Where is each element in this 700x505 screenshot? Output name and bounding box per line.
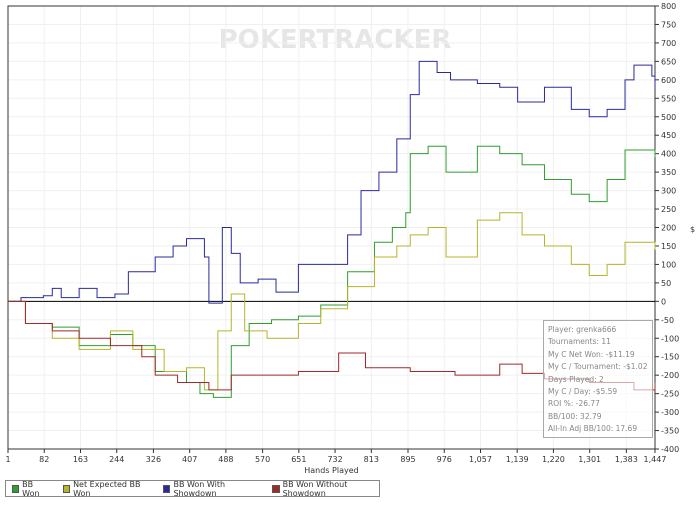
stat-line: BB/100: 32.79 xyxy=(548,411,602,421)
legend-label: Net Expected BB Won xyxy=(73,479,141,498)
y-tick-label: 550 xyxy=(661,94,676,103)
y-tick-label: 650 xyxy=(661,57,676,66)
x-tick-label: 1,057 xyxy=(469,455,492,464)
x-tick-label: 1,301 xyxy=(578,455,601,464)
legend-swatch xyxy=(12,484,20,493)
x-tick-label: 1 xyxy=(5,455,10,464)
x-tick-label: 326 xyxy=(146,455,161,464)
y-tick-label: 200 xyxy=(661,224,676,233)
legend-item: Net Expected BB Won xyxy=(62,479,149,498)
legend-label: BB Won Without Showdown xyxy=(282,479,348,498)
series-line-bb-won-with-showdown xyxy=(8,60,656,304)
y-tick-label: 800 xyxy=(661,2,676,11)
x-tick-label: 488 xyxy=(218,455,233,464)
y-tick-label: 100 xyxy=(661,260,676,269)
y-tick-label: -400 xyxy=(661,445,679,454)
y-tick-label: -350 xyxy=(661,427,679,436)
x-tick-label: 82 xyxy=(39,455,49,464)
legend-swatch xyxy=(163,484,171,493)
x-tick-label: 651 xyxy=(291,455,306,464)
x-tick-label: 1,447 xyxy=(644,455,667,464)
legend-label: BB Won xyxy=(22,479,40,498)
y-tick-label: 150 xyxy=(661,242,676,251)
x-tick-label: 570 xyxy=(255,455,270,464)
legend-label: BB Won With Showdown xyxy=(173,479,226,498)
x-tick-label: 244 xyxy=(109,455,124,464)
y-tick-label: -150 xyxy=(661,353,679,362)
x-tick-label: 1,383 xyxy=(615,455,638,464)
y-tick-label: -250 xyxy=(661,390,679,399)
x-tick-label: 1,220 xyxy=(542,455,565,464)
y-tick-label: 700 xyxy=(661,39,676,48)
y-tick-label: 50 xyxy=(661,279,671,288)
stat-line: My C / Day: -$5.59 xyxy=(548,387,618,397)
stats-box: Player: grenka666 Tournaments: 11 My C Net… xyxy=(543,320,653,438)
y-tick-label: -50 xyxy=(661,316,674,325)
stat-line: My C / Tournament: -$1.02 xyxy=(548,362,648,372)
series-line-net-expected-bb-won xyxy=(8,212,656,391)
legend-swatch xyxy=(272,484,280,493)
y-tick-label: 0 xyxy=(661,297,666,306)
legend-item: BB Won Without Showdown xyxy=(272,480,379,498)
y-axis-label: $ xyxy=(690,225,695,234)
y-tick-label: 300 xyxy=(661,187,676,196)
stat-line: Player: grenka666 xyxy=(548,325,617,334)
x-axis-label: Hands Played xyxy=(304,466,358,475)
y-tick-label: 600 xyxy=(661,76,676,85)
y-tick-label: 250 xyxy=(661,205,676,214)
y-tick-label: -300 xyxy=(661,408,679,417)
x-tick-label: 813 xyxy=(364,455,379,464)
y-tick-label: 450 xyxy=(661,131,676,140)
y-tick-label: 350 xyxy=(661,168,676,177)
stat-line: Tournaments: 11 xyxy=(548,337,611,347)
legend-swatch xyxy=(62,484,71,493)
x-tick-label: 895 xyxy=(400,455,415,464)
y-tick-label: 750 xyxy=(661,20,676,29)
legend-item: BB Won xyxy=(12,480,49,498)
stat-line: All-In Adj BB/100: 17.69 xyxy=(548,424,638,434)
y-tick-label: 400 xyxy=(661,150,676,159)
y-tick-label: 500 xyxy=(661,113,676,122)
y-tick-label: -100 xyxy=(661,334,679,343)
legend-item: BB Won With Showdown xyxy=(163,480,258,498)
x-tick-label: 1,139 xyxy=(506,455,529,464)
stat-line: ROI %: -26.77 xyxy=(548,399,600,409)
plot-frame xyxy=(7,5,656,450)
stat-line: My C Net Won: -$11.19 xyxy=(548,349,635,359)
stat-line: Days Played: 2 xyxy=(548,374,604,384)
legend: BB Won Net Expected BB Won BB Won With Sho… xyxy=(5,479,380,498)
x-tick-label: 976 xyxy=(437,455,452,464)
y-tick-label: -200 xyxy=(661,371,679,380)
x-tick-label: 407 xyxy=(182,455,197,464)
x-tick-label: 732 xyxy=(327,455,342,464)
x-tick-label: 163 xyxy=(73,455,88,464)
